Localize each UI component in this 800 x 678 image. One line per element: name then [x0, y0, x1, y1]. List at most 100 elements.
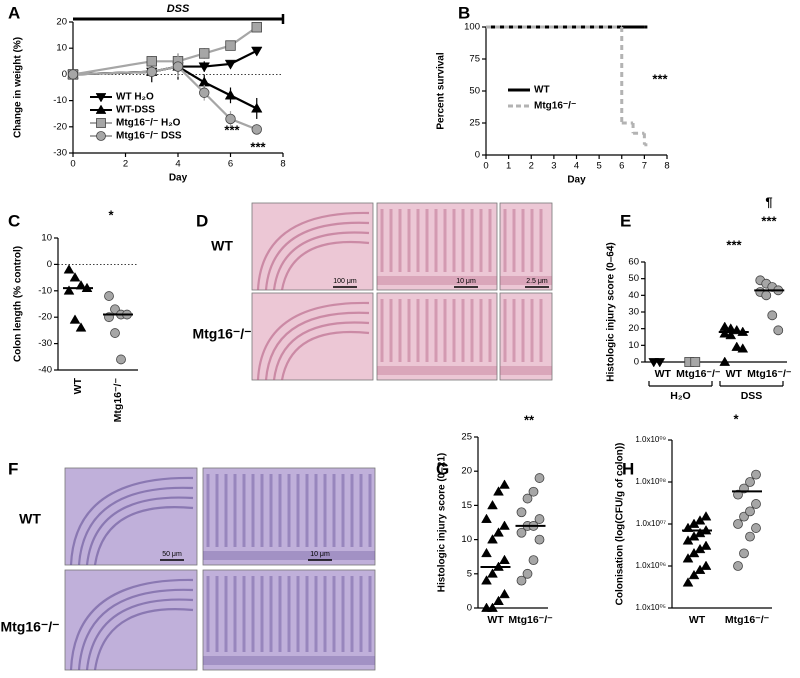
- annotation: ¶: [765, 194, 772, 209]
- annotation: ***: [224, 122, 240, 137]
- scale-bar-label: 50 μm: [162, 551, 182, 558]
- marker: [725, 329, 737, 340]
- y-tick-label: 20: [461, 466, 472, 477]
- marker: [96, 131, 106, 141]
- marker: [745, 531, 755, 542]
- x-tick-label: WT: [726, 368, 743, 380]
- x-tick-label: 2: [529, 161, 534, 172]
- marker: [225, 113, 236, 125]
- marker: [733, 489, 743, 500]
- y-tick-label: 20: [628, 323, 639, 334]
- panel-label: A: [8, 3, 20, 22]
- marker: [719, 356, 731, 366]
- x-tick-label: Mtg16⁻/⁻: [676, 368, 721, 380]
- y-tick-label: 1.0x10⁰⁸: [635, 477, 666, 486]
- marker: [199, 48, 210, 59]
- y-tick-label: 25: [461, 432, 472, 443]
- group-label: H₂O: [670, 390, 690, 402]
- x-tick-label: 4: [574, 161, 579, 172]
- y-tick-label: 10: [41, 233, 52, 244]
- panel-label: D: [196, 211, 208, 230]
- marker: [69, 314, 81, 324]
- histology-image: [376, 292, 498, 381]
- marker: [63, 264, 75, 274]
- marker: [516, 575, 527, 586]
- y-tick-label: 60: [628, 257, 639, 268]
- marker: [198, 76, 210, 87]
- tissue-muscle: [377, 366, 497, 375]
- tissue-muscle: [203, 551, 375, 560]
- x-tick-label: 0: [70, 159, 75, 170]
- marker: [493, 486, 504, 496]
- y-tick-label: 75: [469, 54, 480, 65]
- annotation: ***: [652, 71, 668, 86]
- tissue-layer: [264, 311, 370, 381]
- marker: [516, 527, 527, 538]
- marker: [733, 561, 743, 571]
- y-tick-label: 1.0x10⁰⁶: [635, 561, 666, 570]
- panel-label: G: [436, 459, 449, 478]
- marker: [516, 507, 527, 518]
- marker: [654, 358, 666, 368]
- y-axis-label: Colon length (% control): [13, 246, 24, 362]
- panel-label: F: [8, 459, 18, 478]
- y-tick-label: 15: [461, 500, 472, 511]
- x-tick-label: Mtg16⁻/⁻: [112, 378, 124, 423]
- scale-bar-label: 10 μm: [310, 551, 330, 558]
- tissue-layer: [280, 330, 370, 381]
- row-label: WT: [211, 238, 233, 254]
- marker: [487, 534, 498, 544]
- marker: [739, 548, 749, 559]
- marker: [104, 291, 114, 301]
- y-tick-label: 0: [475, 150, 480, 161]
- y-tick-label: 50: [469, 86, 480, 97]
- y-tick-label: 0: [634, 357, 639, 368]
- y-tick-label: -40: [38, 365, 52, 376]
- y-axis-label: Change in weight (%): [13, 37, 24, 138]
- legend-label: Mtg16⁻/⁻ DSS: [116, 131, 182, 142]
- y-tick-label: 10: [56, 43, 67, 54]
- marker: [487, 499, 498, 510]
- scale-bar-label: 10 μm: [456, 278, 476, 285]
- y-tick-label: 30: [628, 307, 639, 318]
- legend-label: Mtg16⁻/⁻ H₂O: [116, 118, 181, 129]
- marker: [690, 357, 701, 367]
- y-tick-label: 1.0x10⁰⁹: [635, 435, 666, 444]
- marker: [499, 588, 510, 599]
- x-tick-label: 2: [123, 159, 128, 170]
- x-tick-label: 5: [596, 161, 601, 172]
- annotation: ***: [726, 237, 742, 252]
- y-tick-label: -20: [38, 312, 52, 323]
- x-tick-label: 1: [506, 161, 511, 172]
- marker: [700, 540, 712, 550]
- marker: [499, 554, 510, 564]
- group-label: DSS: [741, 390, 763, 402]
- y-tick-label: 1.0x10⁰⁷: [636, 519, 666, 528]
- marker: [761, 290, 772, 301]
- tissue-layer: [272, 231, 370, 291]
- marker: [493, 595, 504, 606]
- tissue-layer: [272, 321, 370, 381]
- row-label: WT: [19, 511, 41, 527]
- tissue-layer: [69, 578, 194, 671]
- y-axis-label: Colonisation (log(CFU/g of colon)): [615, 443, 626, 606]
- marker: [67, 69, 79, 80]
- x-tick-label: Mtg16⁻/⁻: [725, 614, 770, 626]
- marker: [534, 473, 545, 483]
- y-tick-label: 10: [628, 340, 639, 351]
- y-axis-label: Histologic injury score (0–21): [437, 453, 448, 593]
- tissue-layer: [256, 301, 370, 381]
- marker: [751, 523, 761, 533]
- marker: [481, 575, 492, 585]
- marker: [700, 511, 712, 521]
- scale-bar-label: 100 μm: [333, 278, 357, 285]
- marker: [487, 602, 498, 612]
- marker: [682, 577, 694, 587]
- marker: [499, 479, 510, 489]
- marker: [481, 513, 492, 523]
- annotation: ***: [250, 139, 266, 154]
- x-tick-label: 6: [228, 159, 233, 170]
- marker: [95, 104, 107, 114]
- tissue-layer: [77, 486, 194, 566]
- row-label: Mtg16⁻/⁻: [192, 326, 251, 342]
